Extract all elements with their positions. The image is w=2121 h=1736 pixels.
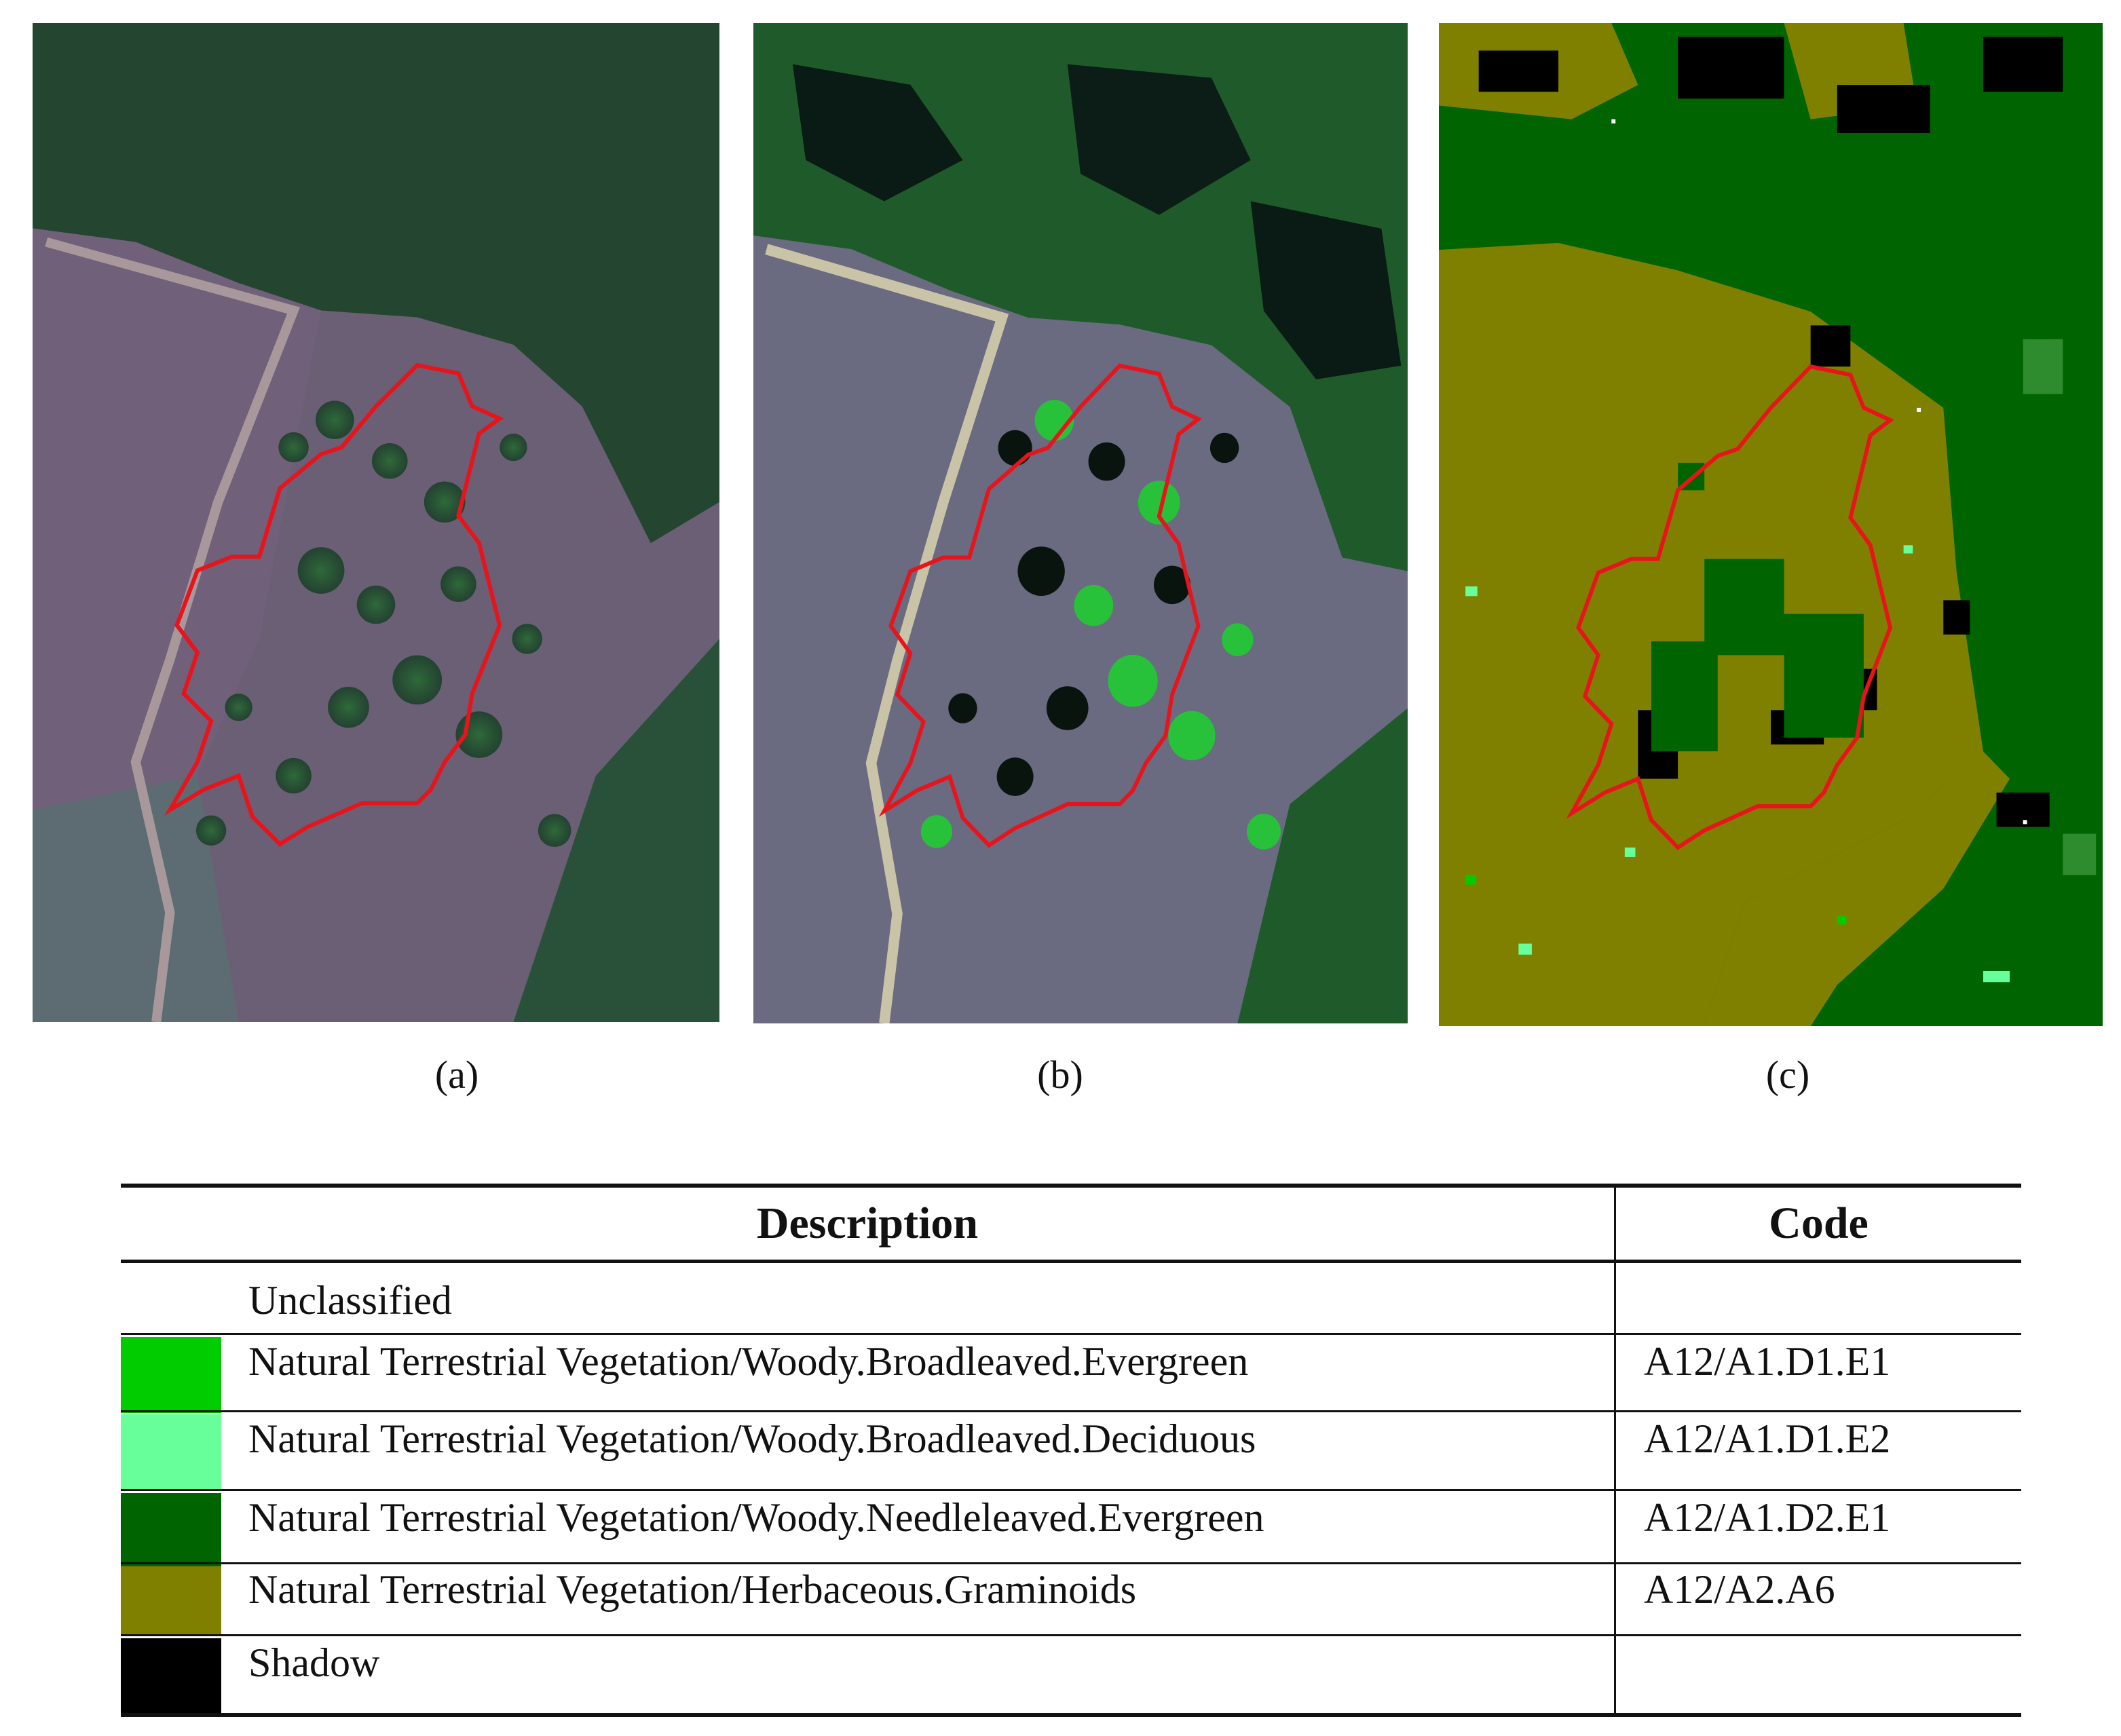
study-area-boundary-a xyxy=(164,362,504,847)
caption-b: (b) xyxy=(1037,1053,1083,1097)
study-area-boundary-b xyxy=(878,363,1203,848)
legend-swatch xyxy=(121,1638,221,1713)
row-rule xyxy=(121,1410,2021,1412)
caption-c: (c) xyxy=(1765,1053,1810,1097)
legend-code: A12/A2.A6 xyxy=(1644,1567,1835,1612)
row-rule xyxy=(121,1489,2021,1491)
row-rule xyxy=(121,1333,2021,1335)
legend-description: Natural Terrestrial Vegetation/Woody.Bro… xyxy=(248,1339,1249,1384)
legend-description: Unclassified xyxy=(248,1278,452,1323)
study-area-boundary-c xyxy=(1566,364,1894,850)
caption-a: (a) xyxy=(434,1053,479,1097)
satellite-image-b xyxy=(753,23,1408,1023)
satellite-image-a xyxy=(33,23,719,1022)
row-rule xyxy=(121,1634,2021,1636)
table-top-rule xyxy=(121,1184,2021,1188)
legend-description: Natural Terrestrial Vegetation/Herbaceou… xyxy=(248,1567,1137,1612)
legend-swatch xyxy=(121,1566,221,1634)
legend-code: A12/A1.D1.E1 xyxy=(1644,1339,1891,1384)
legend-description: Natural Terrestrial Vegetation/Woody.Bro… xyxy=(248,1416,1256,1461)
header-description: Description xyxy=(756,1199,979,1248)
image-panel-a xyxy=(33,23,719,1022)
column-divider xyxy=(1614,1184,1616,1717)
legend-code: A12/A1.D1.E2 xyxy=(1644,1416,1891,1461)
legend-swatch xyxy=(121,1414,221,1489)
legend-code: A12/A1.D2.E1 xyxy=(1644,1495,1891,1540)
legend-description: Natural Terrestrial Vegetation/Woody.Nee… xyxy=(248,1495,1264,1540)
legend-swatch xyxy=(121,1337,221,1413)
header-rule xyxy=(121,1260,2021,1263)
row-rule xyxy=(121,1562,2021,1564)
legend-table: Description Code Unclassified Natural Te… xyxy=(121,1184,2021,1721)
image-panel-b xyxy=(753,23,1408,1023)
classification-map-c xyxy=(1439,23,2103,1026)
header-code: Code xyxy=(1769,1199,1869,1248)
image-panel-c xyxy=(1439,23,2103,1026)
legend-swatch xyxy=(121,1493,221,1566)
legend-description: Shadow xyxy=(248,1640,380,1685)
table-bottom-rule xyxy=(121,1713,2021,1717)
legend-swatch xyxy=(121,1263,221,1334)
